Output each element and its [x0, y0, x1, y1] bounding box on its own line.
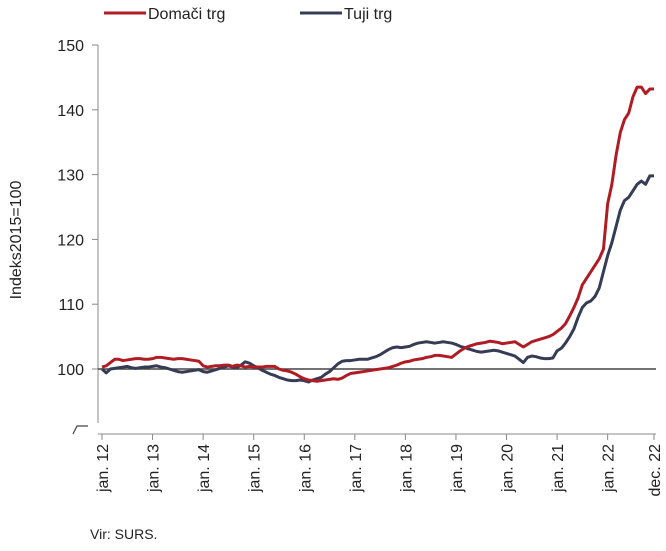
- x-tick-label: jan. 22: [601, 444, 618, 493]
- x-tick-label: dec. 22: [647, 444, 664, 497]
- y-tick-label: 150: [57, 38, 84, 55]
- x-tick-label: jan. 15: [247, 444, 264, 493]
- y-axis-ticks: 100 110 120 130 140 150: [57, 38, 98, 379]
- source-note: Vir: SURS.: [90, 526, 158, 542]
- y-axis-title: Indeks2015=100: [8, 181, 25, 300]
- x-axis-ticks: jan. 12 jan. 13 jan. 14 jan. 15 jan. 16 jan. …: [95, 434, 664, 496]
- y-tick-label: 100: [57, 362, 84, 379]
- x-tick-label: jan. 12: [95, 444, 112, 493]
- x-tick-label: jan. 14: [196, 444, 213, 493]
- series-lines: [100, 85, 654, 384]
- x-tick-label: jan. 13: [146, 444, 163, 493]
- x-tick-label: jan. 16: [297, 444, 314, 493]
- x-tick-label: jan. 17: [348, 444, 365, 493]
- x-tick-label: jan. 19: [449, 444, 466, 493]
- y-axis-break-mark: [72, 425, 88, 435]
- legend: Domači trg Tuji trg: [104, 6, 392, 23]
- x-tick-label: jan. 21: [550, 444, 567, 493]
- series-line-domaci-trg: [101, 85, 654, 383]
- x-tick-label: jan. 20: [500, 444, 517, 493]
- legend-label-tuji-trg: Tuji trg: [344, 6, 392, 23]
- series-line-tuji-trg: [100, 174, 654, 384]
- legend-label-domaci-trg: Domači trg: [148, 6, 225, 23]
- x-tick-label: jan. 18: [398, 444, 415, 493]
- y-tick-label: 120: [57, 232, 84, 249]
- y-tick-label: 140: [57, 103, 84, 120]
- y-tick-label: 110: [58, 297, 84, 314]
- y-tick-label: 130: [57, 168, 84, 185]
